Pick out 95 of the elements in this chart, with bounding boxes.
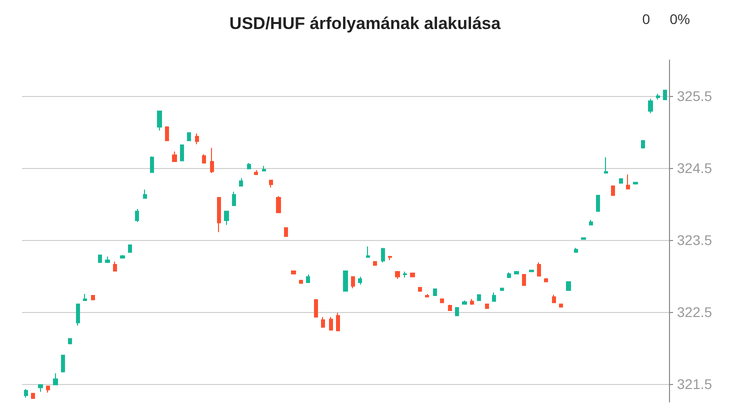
candlestick: [381, 247, 385, 263]
candlestick: [485, 304, 489, 309]
candlestick: [291, 270, 296, 274]
candlestick: [566, 281, 571, 291]
candlestick: [83, 294, 87, 301]
candlestick: [448, 304, 452, 312]
candlestick: [604, 156, 608, 174]
candlestick: [633, 182, 638, 186]
candlestick: [135, 208, 139, 222]
candlestick: [522, 274, 526, 286]
candlestick: [224, 210, 229, 226]
candlestick: [596, 194, 600, 212]
candlestick: [31, 392, 35, 399]
candlestick: [529, 270, 534, 272]
y-tick-label: 325.5: [677, 88, 712, 104]
candlestick: [626, 174, 630, 190]
candlestick: [500, 288, 504, 291]
candlestick: [656, 93, 660, 100]
candlestick: [239, 178, 243, 186]
candlestick: [314, 298, 318, 318]
candlestick: [24, 388, 28, 398]
candlestick: [53, 372, 58, 386]
candlestick: [537, 262, 541, 276]
candlestick: [648, 98, 653, 114]
candlestick: [172, 150, 177, 162]
candlestick: [358, 276, 362, 286]
candlestick: [195, 132, 199, 145]
candlestick: [611, 186, 615, 196]
candlestick: [76, 304, 80, 326]
candlestick: [284, 227, 288, 237]
candlestick: [373, 261, 377, 266]
candlestick: [38, 384, 43, 392]
y-tick-label: 321.5: [677, 376, 712, 392]
candlestick: [343, 270, 348, 292]
candlestick: [425, 294, 429, 298]
candlestick: [552, 294, 556, 304]
candlestick: [544, 278, 548, 282]
candlestick: [46, 386, 50, 394]
candlestick: [559, 304, 563, 308]
candlestick: [202, 154, 206, 164]
candlestick: [306, 274, 310, 283]
candlestick: [462, 300, 467, 306]
candlestick: [61, 354, 65, 373]
candlestick: [440, 298, 444, 304]
candlestick: [589, 219, 593, 226]
candlestick: [366, 246, 370, 258]
y-tick-label: 324.5: [677, 160, 712, 176]
candlestick: [269, 180, 273, 188]
candlestick: [321, 316, 325, 328]
candlestick: [410, 272, 415, 278]
candlestick: [180, 144, 184, 162]
candlestick: [619, 178, 623, 184]
candlestick: [470, 298, 474, 306]
candlestick: [262, 165, 266, 172]
candlestick: [395, 270, 400, 280]
candlestick: [120, 254, 125, 258]
candlestick: [150, 156, 154, 173]
text: 0: [642, 11, 650, 27]
candlestick: [477, 294, 481, 301]
candlestick: [514, 270, 519, 274]
candlestick: [388, 255, 392, 261]
y-tick-label: 323.5: [677, 232, 712, 248]
candlestick: [507, 272, 511, 278]
candlestick: [128, 244, 132, 253]
candlestick: [351, 276, 355, 289]
candlestick: [329, 316, 333, 330]
candlestick: [403, 271, 407, 278]
candlestick: [105, 256, 110, 264]
candlestick: [299, 280, 303, 284]
candlestick: [336, 312, 340, 332]
candlestick: [663, 90, 667, 100]
candlestick: [217, 197, 221, 233]
candlestick: [113, 261, 117, 272]
candlestick: [143, 189, 147, 199]
candlestick: [91, 294, 95, 300]
candlestick: [68, 338, 72, 345]
text: 0%: [670, 11, 690, 27]
candlestick: [276, 196, 281, 214]
candlestick: [492, 292, 496, 302]
candlestick: [254, 170, 258, 175]
candlestick: [157, 110, 162, 132]
candlestick: [641, 140, 645, 148]
candlestick: [433, 288, 437, 296]
candlestick: [247, 162, 251, 170]
candlestick: [574, 247, 578, 253]
candlestick: [165, 126, 169, 142]
chart-title: USD/HUF árfolyamának alakulása: [229, 14, 502, 33]
candlestick: [418, 287, 422, 292]
candlestick: [210, 147, 214, 174]
y-tick-label: 322.5: [677, 304, 712, 320]
candlestick: [187, 132, 191, 142]
candlestick: [98, 254, 102, 263]
candlestick: [455, 307, 459, 316]
candlestick: [581, 237, 586, 240]
candlestick: [232, 191, 236, 206]
